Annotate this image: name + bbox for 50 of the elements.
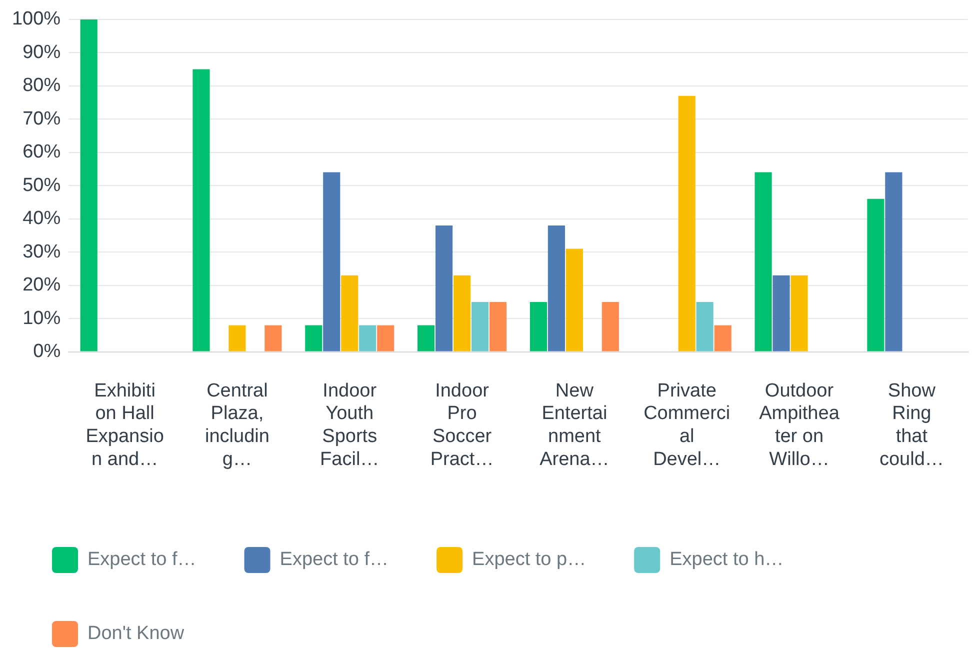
bar <box>790 275 808 352</box>
bar <box>359 325 376 352</box>
legend-label: Expect to f… <box>280 549 389 570</box>
bar <box>714 325 732 352</box>
y-tick-label: 10% <box>22 308 61 329</box>
bar <box>436 225 453 352</box>
bar <box>696 302 714 352</box>
y-tick-label: 80% <box>22 75 61 96</box>
bar <box>885 172 902 352</box>
x-tick-label: Indoor Youth Sports Facil… <box>320 380 380 470</box>
y-tick-label: 20% <box>22 274 61 296</box>
bar <box>453 275 471 352</box>
y-tick-label: 0% <box>33 341 61 362</box>
bar <box>80 19 98 352</box>
bar <box>566 248 583 352</box>
legend-label: Expect to p… <box>472 549 586 570</box>
bar <box>341 275 358 352</box>
y-tick-label: 30% <box>22 241 61 262</box>
bar <box>305 325 322 352</box>
bar <box>192 69 210 352</box>
legend-label: Expect to f… <box>88 549 196 570</box>
x-tick-label: New Entertainment Arena… <box>540 380 610 470</box>
bar <box>678 96 696 352</box>
legend-label: Don't Know <box>88 623 184 644</box>
bar <box>754 172 772 352</box>
y-tick-label: 100% <box>12 8 61 30</box>
bar <box>323 172 340 352</box>
bar <box>418 325 435 352</box>
y-tick-label: 60% <box>22 142 61 163</box>
legend-label: Expect to h… <box>670 549 784 570</box>
bar <box>530 302 548 352</box>
x-tick-label: Central Plaza, including… <box>204 380 270 470</box>
bar <box>602 302 619 352</box>
y-tick-label: 90% <box>22 42 61 63</box>
x-tick-label: Show Ring that could… <box>879 380 944 470</box>
bar <box>471 302 489 352</box>
bar <box>264 325 282 352</box>
x-tick-label: Exhibition Hall Expansion and… <box>86 380 164 470</box>
x-tick-label: Indoor Pro Soccer Pract… <box>430 380 494 470</box>
x-tick-label: Outdoor Ampitheater on Willo… <box>759 380 840 470</box>
bar <box>377 325 394 352</box>
y-tick-label: 40% <box>22 208 61 230</box>
x-tick-label: Private Commercial Devel… <box>644 380 730 470</box>
y-tick-label: 50% <box>22 174 61 196</box>
bar <box>772 275 790 352</box>
bar <box>867 198 884 352</box>
bar <box>548 225 565 352</box>
y-tick-label: 70% <box>22 108 61 130</box>
bar <box>228 325 246 352</box>
bar <box>489 302 507 352</box>
